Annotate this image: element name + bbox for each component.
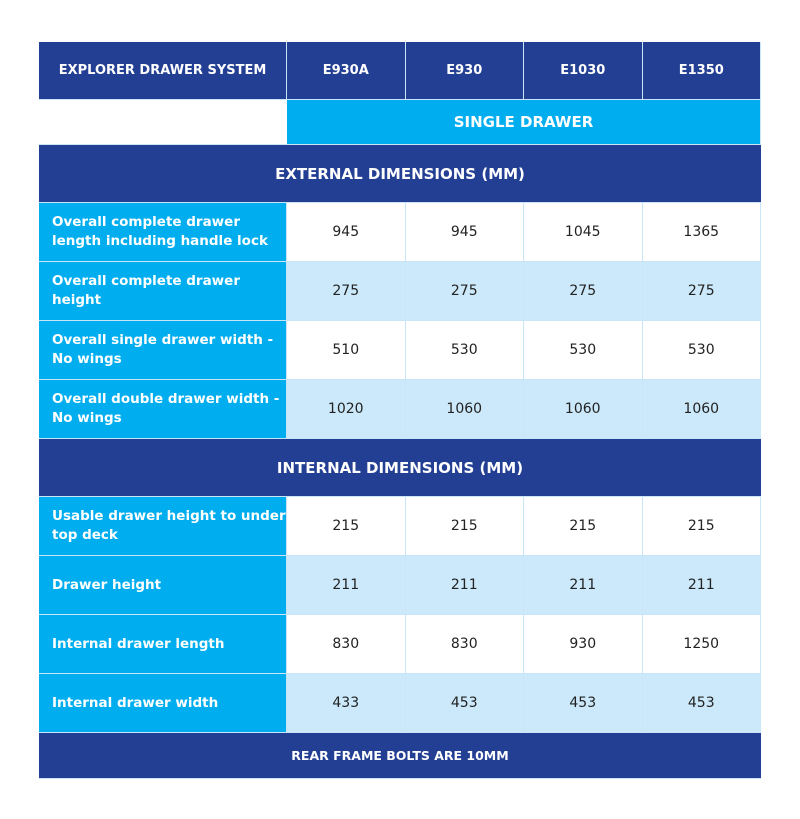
- row-label: Overall complete drawer length including…: [39, 203, 287, 262]
- section-row: INTERNAL DIMENSIONS (MM): [39, 439, 761, 497]
- row-value: 1060: [405, 380, 524, 439]
- row-value: 215: [524, 497, 643, 556]
- row-value: 510: [287, 321, 406, 380]
- table-row: Overall double drawer width - No wings 10…: [39, 380, 761, 439]
- row-value: 433: [287, 674, 406, 733]
- row-value: 211: [642, 556, 761, 615]
- row-value: 530: [405, 321, 524, 380]
- row-value: 1020: [287, 380, 406, 439]
- model-header: E1350: [642, 42, 761, 100]
- table-title: EXPLORER DRAWER SYSTEM: [39, 42, 287, 100]
- row-value: 1060: [642, 380, 761, 439]
- footer-row: REAR FRAME BOLTS ARE 10MM: [39, 733, 761, 779]
- row-value: 1250: [642, 615, 761, 674]
- table-row: Usable drawer height to under top deck 21…: [39, 497, 761, 556]
- row-value: 211: [405, 556, 524, 615]
- row-value: 215: [642, 497, 761, 556]
- row-value: 275: [642, 262, 761, 321]
- row-value: 453: [524, 674, 643, 733]
- row-value: 215: [287, 497, 406, 556]
- row-value: 211: [287, 556, 406, 615]
- row-value: 453: [405, 674, 524, 733]
- row-value: 530: [524, 321, 643, 380]
- row-value: 215: [405, 497, 524, 556]
- row-value: 275: [405, 262, 524, 321]
- section-title: EXTERNAL DIMENSIONS (MM): [39, 145, 761, 203]
- row-value: 945: [405, 203, 524, 262]
- model-header: E930: [405, 42, 524, 100]
- row-value: 945: [287, 203, 406, 262]
- row-label: Usable drawer height to under top deck: [39, 497, 287, 556]
- table-row: Overall complete drawer height 275 275 275 2…: [39, 262, 761, 321]
- specs-table: EXPLORER DRAWER SYSTEM E930A E930 E1030 E135…: [39, 42, 761, 779]
- row-value: 1045: [524, 203, 643, 262]
- subheader-row: SINGLE DRAWER: [39, 100, 761, 145]
- row-label: Overall single drawer width - No wings: [39, 321, 287, 380]
- table-row: Internal drawer width 433 453 453 453: [39, 674, 761, 733]
- row-label: Overall double drawer width - No wings: [39, 380, 287, 439]
- table-row: Overall complete drawer length including…: [39, 203, 761, 262]
- blank-cell: [39, 100, 287, 145]
- section-title: INTERNAL DIMENSIONS (MM): [39, 439, 761, 497]
- row-value: 1060: [524, 380, 643, 439]
- row-value: 275: [287, 262, 406, 321]
- row-value: 830: [405, 615, 524, 674]
- row-value: 530: [642, 321, 761, 380]
- table-row: Overall single drawer width - No wings 51…: [39, 321, 761, 380]
- row-value: 830: [287, 615, 406, 674]
- table-row: Internal drawer length 830 830 930 1250: [39, 615, 761, 674]
- model-header: E930A: [287, 42, 406, 100]
- row-value: 930: [524, 615, 643, 674]
- table-row: Drawer height 211 211 211 211: [39, 556, 761, 615]
- model-header: E1030: [524, 42, 643, 100]
- row-label: Overall complete drawer height: [39, 262, 287, 321]
- row-label: Internal drawer width: [39, 674, 287, 733]
- section-row: EXTERNAL DIMENSIONS (MM): [39, 145, 761, 203]
- row-label: Drawer height: [39, 556, 287, 615]
- row-value: 1365: [642, 203, 761, 262]
- footer-note: REAR FRAME BOLTS ARE 10MM: [39, 733, 761, 779]
- row-label: Internal drawer length: [39, 615, 287, 674]
- header-row: EXPLORER DRAWER SYSTEM E930A E930 E1030 E135…: [39, 42, 761, 100]
- single-drawer-label: SINGLE DRAWER: [287, 100, 761, 145]
- row-value: 275: [524, 262, 643, 321]
- row-value: 211: [524, 556, 643, 615]
- row-value: 453: [642, 674, 761, 733]
